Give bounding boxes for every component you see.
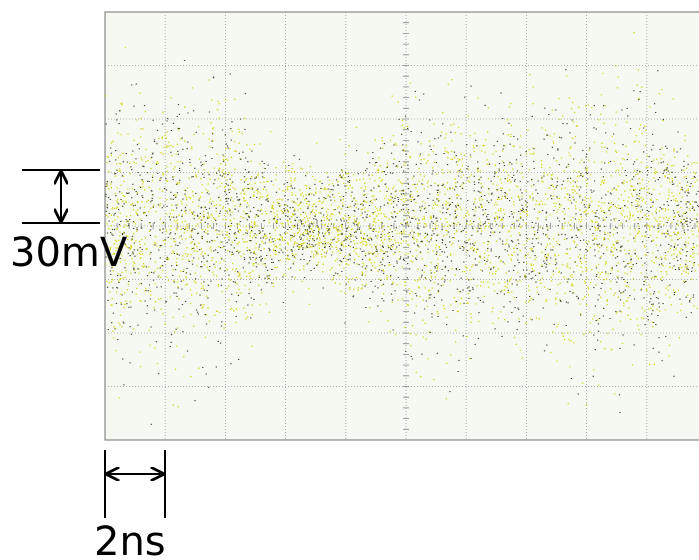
voltage-scale-marker [22,170,100,223]
time-scale-marker [105,450,165,518]
time-scale-label: 2ns [94,519,166,560]
scope-figure: 30mV 2ns [0,0,699,560]
voltage-scale-label: 30mV [10,230,128,276]
